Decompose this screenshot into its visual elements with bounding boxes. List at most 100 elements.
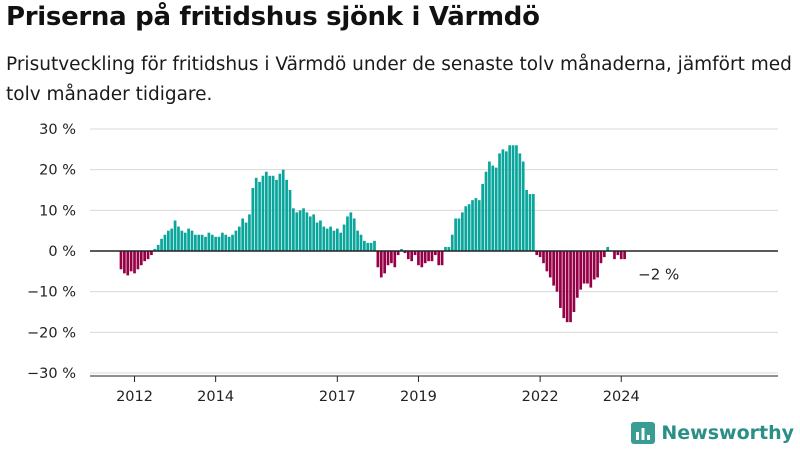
bar <box>146 251 150 260</box>
bar <box>616 251 620 256</box>
bar <box>535 251 539 256</box>
bar <box>143 251 147 262</box>
x-tick-label: 2012 <box>116 389 153 405</box>
bar <box>410 251 414 262</box>
bar <box>177 226 180 251</box>
bar <box>400 248 403 251</box>
bar <box>555 251 559 292</box>
bar <box>119 251 123 270</box>
bar <box>248 214 251 251</box>
bar <box>599 251 603 264</box>
bar <box>596 251 599 278</box>
chart-subtitle: Prisutveckling för fritidshus i Värmdö u… <box>6 54 792 105</box>
bar <box>322 226 326 251</box>
bar <box>319 220 322 251</box>
brand-logo: Newsworthy <box>631 422 794 444</box>
newsworthy-logo-icon <box>631 422 656 444</box>
bar <box>592 251 596 280</box>
bar <box>204 236 207 251</box>
bar <box>589 251 593 288</box>
bar <box>444 246 447 251</box>
bar <box>532 194 535 251</box>
bar <box>231 234 234 251</box>
bar <box>565 251 569 323</box>
bar <box>123 251 126 274</box>
y-tick-label: 10 % <box>39 203 76 219</box>
bar <box>346 216 349 251</box>
bar <box>369 242 373 251</box>
bar <box>325 228 329 251</box>
bar <box>623 251 626 260</box>
bar <box>586 251 589 284</box>
bar <box>552 251 555 286</box>
bar <box>582 251 586 284</box>
bar <box>474 198 478 251</box>
last-value-annotation: −2 % <box>638 265 679 283</box>
bar <box>390 251 393 264</box>
bar <box>234 230 238 251</box>
bar <box>613 251 616 260</box>
bar <box>173 220 177 251</box>
bar <box>477 200 481 251</box>
bar <box>312 214 316 251</box>
bar <box>285 179 288 251</box>
bar <box>528 194 532 251</box>
chart-title: Priserna på fritidshus sjönk i Värmdö <box>6 2 540 32</box>
y-tick-label: −30 % <box>27 366 76 382</box>
bar <box>163 234 167 251</box>
bar <box>278 173 282 251</box>
bar <box>224 234 228 251</box>
bar <box>606 246 610 251</box>
bar <box>133 251 136 274</box>
bar <box>542 251 545 264</box>
bar <box>579 251 583 290</box>
bar <box>241 218 245 251</box>
bar <box>150 251 153 256</box>
bar <box>210 234 214 251</box>
bar <box>264 171 268 251</box>
bar <box>427 251 430 262</box>
bar <box>602 251 606 258</box>
bar <box>217 236 221 251</box>
bar <box>457 218 461 251</box>
bar <box>379 251 383 278</box>
bar <box>139 251 143 266</box>
bar <box>352 218 356 251</box>
y-tick-label: −20 % <box>27 325 76 341</box>
bar <box>244 222 248 251</box>
bar <box>386 251 390 266</box>
grid-lines <box>90 128 778 374</box>
bar <box>403 251 407 254</box>
bar <box>214 236 217 251</box>
bar <box>207 232 211 251</box>
bar <box>518 153 522 251</box>
bar <box>254 177 258 251</box>
bar <box>221 232 224 251</box>
bar <box>545 251 549 272</box>
bar <box>251 187 255 251</box>
bar <box>413 251 417 256</box>
bar <box>619 251 623 260</box>
y-tick-label: 0 % <box>48 244 76 260</box>
bar <box>498 153 501 251</box>
bar <box>288 190 292 251</box>
bar <box>454 218 457 251</box>
bar-series <box>119 145 626 323</box>
bar <box>258 181 261 251</box>
bar <box>126 251 130 276</box>
bar <box>237 226 241 251</box>
bar <box>342 224 346 251</box>
bar <box>440 251 444 266</box>
x-tick-label: 2019 <box>400 389 437 405</box>
annotations: −2 % <box>638 265 679 283</box>
bar <box>501 149 505 251</box>
bar <box>271 175 275 251</box>
bar <box>349 212 353 251</box>
bar <box>504 151 508 251</box>
bar <box>437 251 441 266</box>
bar <box>335 228 339 251</box>
bar <box>261 175 265 251</box>
y-tick-label: 30 % <box>39 122 76 138</box>
bar <box>433 251 437 256</box>
